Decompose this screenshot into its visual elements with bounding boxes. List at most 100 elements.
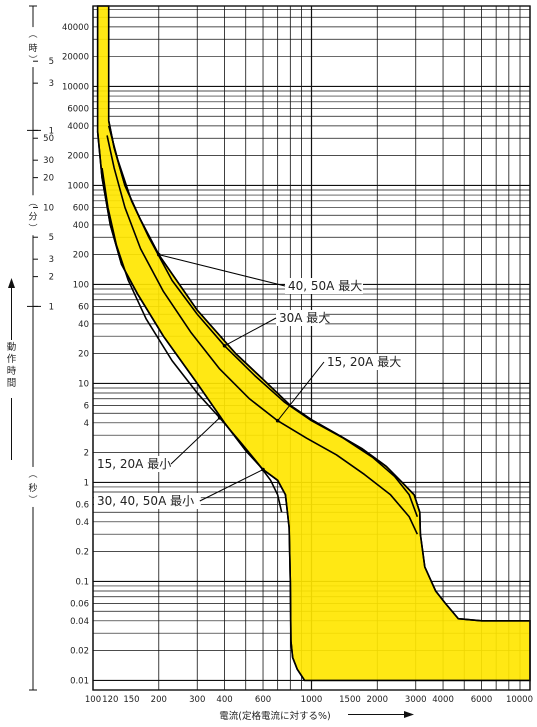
x-tick-label: 4000 [432, 695, 454, 705]
unit-paren-close: ︶ [28, 495, 37, 506]
annotation-dot [222, 344, 227, 348]
plot-border [92, 5, 531, 691]
y-tick-label: 0.1 [75, 577, 89, 587]
unit-tick-label: 10 [43, 203, 54, 213]
unit-paren-close: ︶ [28, 223, 37, 234]
y-tick-label: 40 [78, 320, 89, 330]
annotation-bg [324, 354, 402, 370]
series-line-3 [106, 135, 419, 535]
y-tick-label: 6000 [67, 104, 89, 114]
unit-tick-label: 20 [43, 174, 54, 184]
y-tick-label: 0.02 [70, 647, 89, 657]
y-tick-label: 0.6 [75, 500, 89, 510]
y-tick-label: 40000 [62, 23, 89, 33]
annotation-label: 15, 20A 最大 [327, 355, 401, 369]
annotations: 40, 50A 最大 30A 最大 15, 20A 最大 15, 20A 最小 30, … [94, 252, 402, 509]
unit-label: 分 [28, 211, 37, 222]
y-tick-label: 0.06 [70, 599, 89, 609]
unit-paren-close: ︶ [28, 55, 37, 66]
x-tick-label: 120 [102, 695, 118, 705]
arrow-right-icon [404, 711, 414, 718]
y-tick-label: 2000 [67, 152, 89, 162]
y-tick-label: 100 [73, 280, 89, 290]
y-tick-label: 4000 [67, 122, 89, 132]
y-axis-label-char: 間 [7, 378, 17, 389]
x-tick-label: 1500 [339, 695, 361, 705]
unit-label-bg [26, 466, 40, 507]
y-axis-label-char: 動 [7, 342, 17, 353]
annotation-dot [156, 252, 161, 257]
annotation-bg [285, 278, 363, 294]
unit-tick-label: 2 [49, 273, 54, 283]
x-tick-label: 10000 [506, 695, 533, 705]
annotation-leader [158, 254, 286, 287]
y-tick-label: 10000 [62, 82, 89, 92]
x-tick-label: 2000 [366, 695, 388, 705]
y-tick-label: 0.2 [75, 548, 89, 558]
x-tick-label: 600 [255, 695, 271, 705]
y-tick-label: 0.4 [75, 518, 89, 528]
unit-tick-label: 5 [49, 233, 54, 243]
annotation-leader [170, 417, 221, 465]
y-tick-label: 600 [73, 203, 89, 213]
y-tick-label: 10 [78, 379, 89, 389]
unit-label-bg [26, 195, 40, 236]
y-tick-label: 4 [84, 419, 89, 429]
annotation-dot [261, 467, 265, 472]
plot-frame [92, 5, 531, 691]
arrow-up-icon [8, 278, 15, 288]
y-tick-label: 400 [73, 221, 89, 231]
y-tick-label: 20 [78, 350, 89, 360]
unit-tick-label: 3 [49, 79, 54, 89]
annotation-bg [94, 456, 172, 472]
unit-paren-open: ︵ [28, 198, 37, 208]
unit-tick-label: 5 [49, 57, 54, 67]
unit-tick-label: 3 [49, 255, 54, 265]
y-tick-label: 2 [84, 449, 89, 459]
annotation-dot [275, 418, 280, 423]
y-tick-label: 1000 [67, 181, 89, 191]
series-curves [96, 120, 530, 681]
unit-label-bg [26, 27, 40, 68]
x-tick-label: 400 [216, 695, 232, 705]
y-tick-label: 20000 [62, 53, 89, 63]
unit-paren-open: ︵ [28, 470, 37, 480]
x-tick-label: 1000 [301, 695, 323, 705]
y-axis-label-char: 時 [7, 366, 17, 377]
y-tick-labels: 4000020000100006000400020001000600400200… [62, 23, 89, 687]
annotation-bg [94, 493, 201, 509]
y-tick-label: 200 [73, 251, 89, 261]
annotation-bg [276, 310, 326, 326]
unit-label: 秒 [28, 482, 37, 494]
x-tick-label: 200 [151, 695, 167, 705]
y-tick-label: 60 [78, 302, 89, 312]
y-tick-label: 1 [84, 478, 89, 488]
annotation-leader [199, 469, 264, 502]
unit-tick-label: 1 [49, 302, 54, 312]
unit-label: 時 [28, 43, 37, 54]
x-axis-label: 電流(定格電流に対する%) [219, 710, 330, 722]
x-tick-label: 300 [189, 695, 205, 705]
series-line-5 [96, 131, 306, 681]
annotation-leader [277, 361, 325, 422]
unit-tick-label: 1 [49, 126, 54, 136]
operating-band [96, 5, 531, 682]
series-line-2 [107, 125, 419, 518]
unit-tick-label: 30 [43, 156, 54, 166]
unit-paren-open: ︵ [28, 30, 37, 40]
unit-tick-label: 50 [43, 134, 54, 144]
annotation-label: 40, 50A 最大 [288, 279, 362, 293]
y-tick-label: 6 [84, 401, 89, 411]
y-tick-label: 0.01 [70, 676, 89, 686]
y-axis-label-char: 作 [7, 353, 17, 365]
annotation-label: 30, 40, 50A 最小 [97, 494, 194, 508]
x-tick-label: 100 [85, 695, 101, 705]
x-tick-labels: 100 120 150 200 300 400 600 1000 1500 2000 3000 400… [85, 695, 533, 705]
annotation-label: 15, 20A 最小 [97, 457, 171, 471]
annotation-leader [224, 317, 277, 347]
band-area [96, 5, 531, 682]
